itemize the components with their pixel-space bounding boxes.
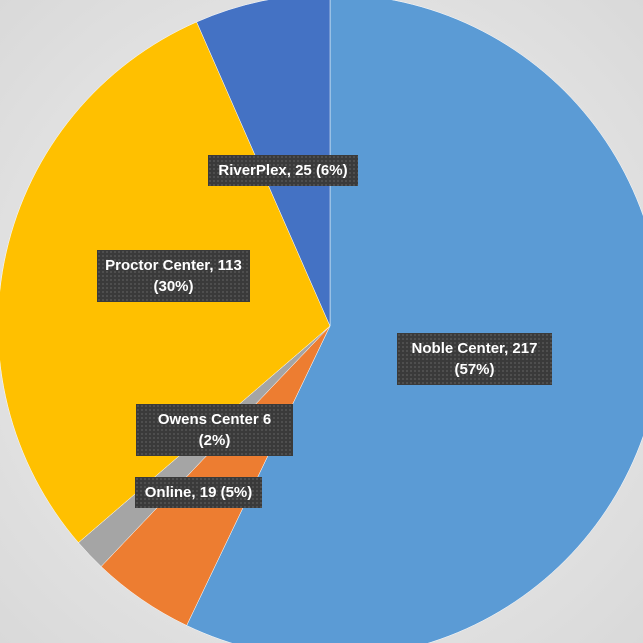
data-label: Online, 19 (5%) [135,477,262,508]
data-label: RiverPlex, 25 (6%) [208,155,358,186]
data-label: Owens Center 6 (2%) [136,404,293,456]
data-label: Proctor Center, 113 (30%) [97,250,250,302]
data-label: Noble Center, 217 (57%) [397,333,552,385]
pie-slice [186,0,643,643]
